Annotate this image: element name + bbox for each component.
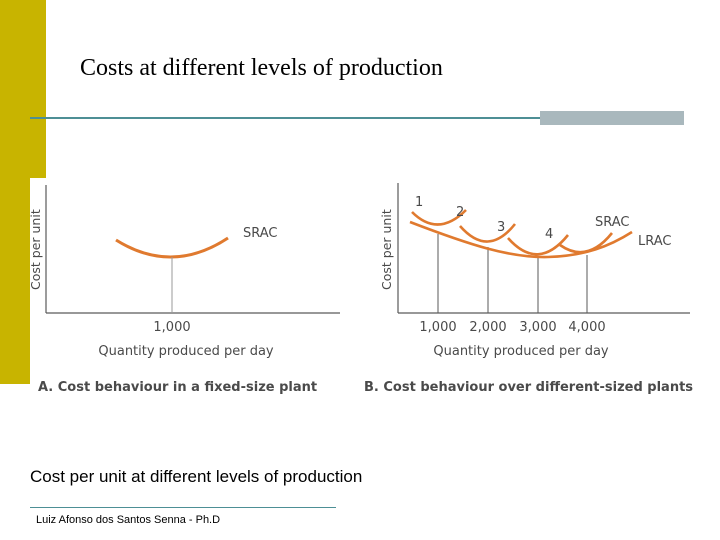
panel-b-lrac-curve bbox=[409, 220, 633, 259]
footer-rule bbox=[30, 507, 336, 508]
panel-b-plant-label-2: 2 bbox=[456, 205, 464, 220]
panel-b-lrac-label: LRAC bbox=[638, 234, 672, 249]
title-rule bbox=[30, 117, 684, 119]
panel-b-plant-label-1: 1 bbox=[415, 195, 423, 210]
panel-a-srac-curve bbox=[115, 236, 229, 259]
panel-a-srac-label: SRAC bbox=[243, 226, 278, 241]
panel-b-tick-3: 3,000 bbox=[519, 320, 556, 335]
panel-b-caption: B. Cost behaviour over different-sized p… bbox=[364, 380, 693, 395]
panel-b-srac-curve-1 bbox=[411, 209, 467, 226]
panel-b-srac-curve-4 bbox=[559, 232, 614, 254]
panel-b-tick-1: 1,000 bbox=[419, 320, 456, 335]
panel-b-xlabel: Quantity produced per day bbox=[433, 344, 609, 359]
panel-b-ylabel: Cost per unit bbox=[379, 209, 394, 290]
panel-a-tick: 1,000 bbox=[153, 320, 190, 335]
panel-b-plant-label-3: 3 bbox=[497, 220, 505, 235]
panel-b-tick-2: 2,000 bbox=[469, 320, 506, 335]
title-rule-block bbox=[540, 111, 684, 125]
slide-caption: Cost per unit at different levels of pro… bbox=[30, 467, 363, 486]
figure-area bbox=[30, 178, 694, 400]
panel-a: Cost per unit SRAC 1,000 Quantity produc… bbox=[28, 185, 340, 395]
panel-b-srac-curve-3 bbox=[507, 234, 570, 256]
panel-b-plant-label-4: 4 bbox=[545, 227, 553, 242]
panel-b-srac-label: SRAC bbox=[595, 215, 630, 230]
panel-b: Cost per unit 1 2 3 4 SRAC LRAC 1,000 2,… bbox=[364, 183, 693, 395]
panel-a-caption: A. Cost behaviour in a fixed-size plant bbox=[38, 380, 317, 395]
panel-b-tick-4: 4,000 bbox=[568, 320, 605, 335]
slide-title: Costs at different levels of production bbox=[80, 55, 443, 81]
footer-author: Luiz Afonso dos Santos Senna - Ph.D bbox=[36, 514, 221, 526]
panel-a-xlabel: Quantity produced per day bbox=[98, 344, 274, 359]
panel-b-srac-curve-2 bbox=[459, 223, 517, 243]
panel-a-ylabel: Cost per unit bbox=[28, 209, 43, 290]
